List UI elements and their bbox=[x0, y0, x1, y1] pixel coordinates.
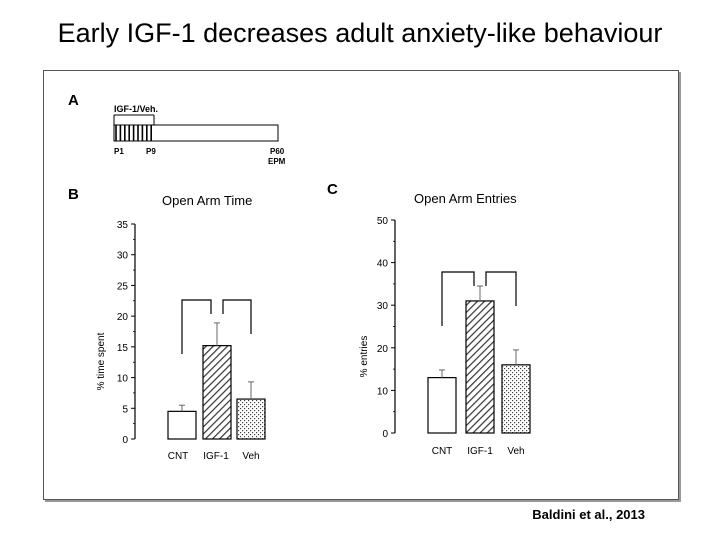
y-axis-label: % entries bbox=[359, 336, 370, 378]
y-tick-label: 15 bbox=[117, 343, 129, 354]
y-tick-label: 30 bbox=[377, 301, 389, 312]
bar-cnt bbox=[427, 377, 457, 434]
chart-b-title: Open Arm Time bbox=[162, 193, 253, 208]
y-tick-label: 0 bbox=[382, 429, 388, 440]
chart-open-arm-entries: 0 10 20 30 40 50 % entries CNT IGF-1 Veh bbox=[359, 216, 531, 457]
y-tick-label: 40 bbox=[377, 259, 389, 270]
slide-title: Early IGF-1 decreases adult anxiety-like… bbox=[57, 18, 663, 48]
category-label: CNT bbox=[432, 446, 453, 457]
citation: Baldini et al., 2013 bbox=[532, 507, 645, 522]
panel-label-a: A bbox=[68, 92, 79, 109]
significance-bracket bbox=[485, 271, 517, 306]
y-tick-label: 25 bbox=[117, 281, 129, 292]
category-label: IGF-1 bbox=[467, 446, 493, 457]
y-tick-label: 20 bbox=[117, 312, 129, 323]
bar-igf-1 bbox=[465, 300, 495, 434]
y-tick-label: 5 bbox=[122, 404, 128, 415]
bar-cnt bbox=[167, 410, 197, 440]
y-tick-label: 20 bbox=[377, 344, 389, 355]
category-label: IGF-1 bbox=[203, 451, 229, 462]
figure-frame bbox=[43, 70, 679, 500]
bar-veh bbox=[236, 398, 266, 440]
significance-bracket bbox=[181, 299, 212, 354]
chart-open-arm-time: 0 5 10 15 20 25 30 35 % time spent CNT IGF-1 Veh bbox=[96, 220, 266, 462]
y-tick-label: 35 bbox=[117, 220, 129, 231]
category-label: CNT bbox=[168, 451, 189, 462]
timeline-bar bbox=[113, 124, 279, 142]
category-label: Veh bbox=[507, 446, 524, 457]
y-axis-label: % time spent bbox=[96, 332, 107, 390]
timeline-start-label: P1 bbox=[114, 147, 124, 156]
significance-bracket bbox=[222, 299, 252, 334]
y-tick-label: 50 bbox=[377, 216, 389, 227]
timeline-p9-label: P9 bbox=[146, 147, 156, 156]
y-tick-label: 10 bbox=[377, 386, 389, 397]
bar-veh bbox=[501, 364, 531, 434]
y-tick-label: 10 bbox=[117, 374, 129, 385]
panel-label-b: B bbox=[68, 186, 79, 203]
panel-label-c: C bbox=[327, 181, 338, 198]
y-tick-label: 0 bbox=[122, 435, 128, 446]
timeline-epm-label: EPM bbox=[268, 157, 286, 166]
category-label: Veh bbox=[242, 451, 259, 462]
significance-bracket bbox=[441, 271, 475, 326]
timeline-treatment-label: IGF-1/Veh. bbox=[114, 104, 158, 114]
bar-igf-1 bbox=[202, 345, 232, 440]
timeline-p60-label: P60 bbox=[270, 147, 285, 156]
chart-c-title: Open Arm Entries bbox=[414, 191, 517, 206]
injection-marks bbox=[115, 125, 153, 141]
timeline-diagram: IGF-1/Veh. P1 P9 P60 EPM bbox=[113, 104, 286, 166]
y-tick-label: 30 bbox=[117, 251, 129, 262]
